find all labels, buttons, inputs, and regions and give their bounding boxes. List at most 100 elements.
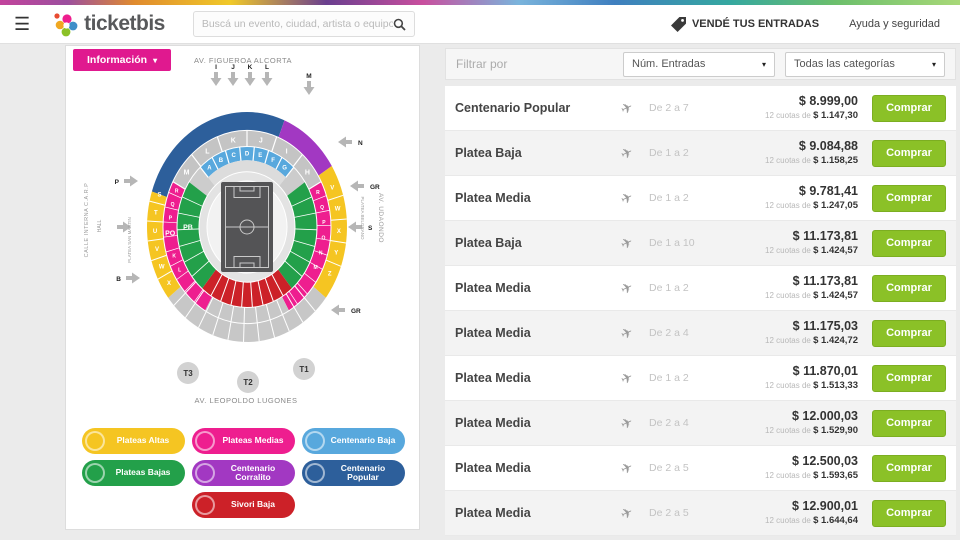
svg-text:K: K — [248, 64, 253, 71]
svg-text:W: W — [335, 207, 341, 213]
search-input[interactable] — [201, 18, 393, 30]
ticket-row[interactable]: Platea Media ✈ De 2 a 5 $ 12.900,01 12 cuota… — [445, 491, 956, 536]
svg-text:Q: Q — [320, 205, 324, 211]
legend-pill[interactable]: Centenario Baja — [301, 428, 405, 454]
comprar-button[interactable]: Comprar — [872, 319, 946, 347]
legend-dot — [304, 463, 325, 483]
ticket-row[interactable]: Platea Media ✈ De 1 a 2 $ 11.173,81 12 cuota… — [445, 266, 956, 311]
installments-label: 12 cuotas de — [765, 290, 814, 300]
tower-t3: T3 — [177, 362, 199, 384]
ticket-quantity: De 1 a 2 — [649, 147, 689, 159]
comprar-button[interactable]: Comprar — [872, 184, 946, 212]
airplane-icon: ✈ — [618, 457, 636, 478]
ticket-quantity: De 1 a 2 — [649, 372, 689, 384]
svg-text:Z: Z — [328, 271, 332, 277]
stadium-seating-map[interactable]: AV. FIGUEROA ALCORTA M L K J I H A B C D E F G S T U V W X… — [68, 50, 418, 408]
svg-text:R: R — [316, 190, 320, 196]
svg-text:F: F — [271, 158, 275, 164]
ticket-row[interactable]: Centenario Popular ✈ De 2 a 7 $ 8.999,00 12 … — [445, 86, 956, 131]
hall-label: HALL — [97, 220, 103, 233]
svg-text:M: M — [184, 170, 190, 177]
help-security-link[interactable]: Ayuda y seguridad — [849, 18, 940, 30]
ticket-price-block: $ 11.870,01 12 cuotas de $ 1.513,33 — [753, 364, 872, 392]
svg-text:GR: GR — [351, 308, 361, 315]
search-icon[interactable] — [393, 18, 406, 31]
ticket-price-block: $ 11.173,81 12 cuotas de $ 1.424,57 — [753, 229, 872, 257]
ticket-price-block: $ 8.999,00 12 cuotas de $ 1.147,30 — [753, 94, 872, 122]
svg-text:H: H — [305, 170, 310, 177]
platea-belgrano-label: PLATEA BELGRANO — [360, 197, 365, 240]
ticket-row[interactable]: Platea Media ✈ De 2 a 5 $ 12.500,03 12 cuota… — [445, 446, 956, 491]
svg-text:J: J — [231, 64, 235, 71]
ticket-quantity: De 2 a 5 — [649, 507, 689, 519]
svg-text:N: N — [319, 251, 323, 257]
comprar-button[interactable]: Comprar — [872, 364, 946, 392]
airplane-icon: ✈ — [618, 367, 636, 388]
svg-text:O: O — [321, 236, 325, 242]
comprar-button[interactable]: Comprar — [872, 454, 946, 482]
ticketbis-logo[interactable]: ticketbis — [52, 11, 165, 38]
comprar-button[interactable]: Comprar — [872, 229, 946, 257]
ticket-category: Platea Baja — [455, 236, 522, 250]
sell-tickets-link[interactable]: VENDÉ TUS ENTRADAS — [670, 16, 819, 32]
ticket-price-block: $ 11.173,81 12 cuotas de $ 1.424,57 — [753, 274, 872, 302]
installments-label: 12 cuotas de — [765, 335, 814, 345]
airplane-icon: ✈ — [618, 97, 636, 118]
airplane-icon: ✈ — [618, 187, 636, 208]
chevron-down-icon: ▾ — [153, 56, 158, 65]
installments-label: 12 cuotas de — [765, 200, 814, 210]
legend-pill[interactable]: Centenario Corralito — [191, 460, 295, 486]
categorias-dropdown[interactable]: Todas las categorías ▾ — [785, 51, 945, 77]
filter-label: Filtrar por — [456, 57, 508, 71]
ticket-row[interactable]: Platea Media ✈ De 1 a 2 $ 9.781,41 12 cuotas… — [445, 176, 956, 221]
ticket-quantity: De 1 a 10 — [649, 237, 695, 249]
svg-text:R: R — [175, 189, 179, 195]
ticket-price: $ 9.084,88 — [798, 139, 858, 154]
legend-pill[interactable]: Centenario Popular — [301, 460, 405, 486]
num-entradas-dropdown[interactable]: Núm. Entradas ▾ — [623, 51, 775, 77]
airplane-icon: ✈ — [618, 142, 636, 163]
ticket-quantity: De 1 a 2 — [649, 192, 689, 204]
svg-text:B: B — [116, 276, 121, 283]
svg-text:Q: Q — [171, 202, 175, 208]
ticket-row[interactable]: Platea Media ✈ De 1 a 2 $ 11.870,01 12 cuota… — [445, 356, 956, 401]
comprar-button[interactable]: Comprar — [872, 274, 946, 302]
legend-pill[interactable]: Plateas Bajas — [81, 460, 185, 486]
legend-pill[interactable]: Sivori Baja — [191, 492, 295, 518]
installment-price: $ 1.424,72 — [813, 334, 858, 346]
installment-price: $ 1.644,64 — [813, 514, 858, 526]
svg-text:T2: T2 — [243, 378, 253, 387]
ticket-price-block: $ 12.500,03 12 cuotas de $ 1.593,65 — [753, 454, 872, 482]
comprar-button[interactable]: Comprar — [872, 94, 946, 122]
tickets-panel: Filtrar por Núm. Entradas ▾ Todas las ca… — [445, 48, 956, 536]
ticket-row[interactable]: Platea Baja ✈ De 1 a 10 $ 11.173,81 12 cuota… — [445, 221, 956, 266]
gate-P: P — [115, 175, 138, 187]
comprar-button[interactable]: Comprar — [872, 409, 946, 437]
svg-text:I: I — [286, 149, 288, 156]
installment-price: $ 1.424,57 — [813, 289, 858, 301]
informacion-button[interactable]: Información ▾ — [73, 49, 172, 71]
installment-price: $ 1.593,65 — [813, 469, 858, 481]
legend-pill[interactable]: Plateas Medias — [191, 428, 295, 454]
street-top-label: AV. FIGUEROA ALCORTA — [194, 56, 292, 65]
svg-text:W: W — [159, 265, 165, 271]
gate-GR: GR — [350, 180, 380, 192]
svg-text:G: G — [282, 166, 287, 172]
legend-dot — [84, 463, 105, 483]
ticket-row[interactable]: Platea Media ✈ De 2 a 4 $ 11.175,03 12 cuota… — [445, 311, 956, 356]
svg-text:A: A — [207, 166, 212, 172]
comprar-button[interactable]: Comprar — [872, 139, 946, 167]
installments-label: 12 cuotas de — [765, 380, 814, 390]
legend-pill[interactable]: Plateas Altas — [81, 428, 185, 454]
hamburger-menu-icon[interactable]: ☰ — [14, 14, 31, 34]
ticket-category: Platea Media — [455, 416, 531, 430]
svg-text:X: X — [167, 281, 171, 287]
svg-text:P: P — [169, 215, 173, 221]
ticket-price: $ 12.000,03 — [791, 409, 858, 424]
airplane-icon: ✈ — [618, 322, 636, 343]
ticket-row[interactable]: Platea Media ✈ De 2 a 4 $ 12.000,03 12 cuota… — [445, 401, 956, 446]
svg-text:GR: GR — [370, 184, 380, 191]
comprar-button[interactable]: Comprar — [872, 499, 946, 527]
ticket-row[interactable]: Platea Baja ✈ De 1 a 2 $ 9.084,88 12 cuotas … — [445, 131, 956, 176]
